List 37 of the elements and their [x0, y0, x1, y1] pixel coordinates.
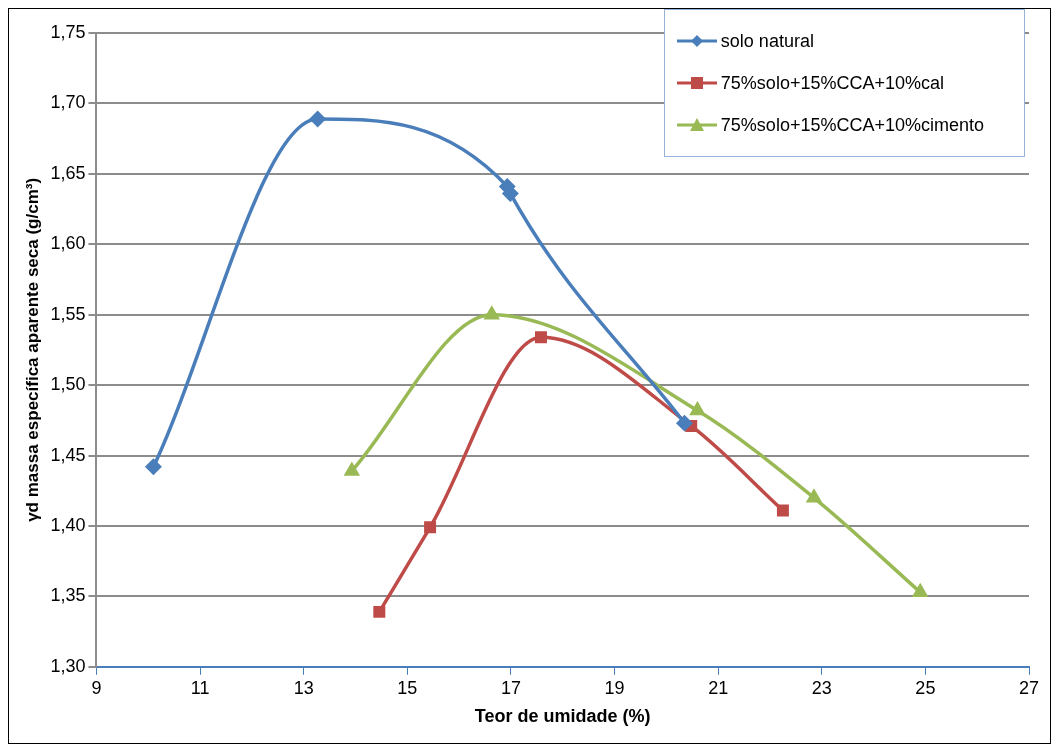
- y-tick-label: 1,45: [50, 444, 86, 465]
- legend-label: 75%solo+15%CCA+10%cimento: [720, 114, 984, 136]
- point: [807, 490, 821, 503]
- legend-label: 75%solo+15%CCA+10%cal: [720, 72, 944, 94]
- y-tick-label: 1,50: [50, 374, 86, 395]
- y-tick-label: 1,75: [50, 21, 86, 42]
- point: [344, 463, 359, 476]
- x-tick-label: 23: [811, 677, 832, 698]
- x-tick-label: 15: [397, 677, 418, 698]
- y-axis-title: γd massa específica aparente seca (g/cm³): [22, 177, 42, 522]
- y-tick-label: 1,35: [50, 585, 86, 606]
- point: [690, 402, 705, 416]
- x-tick-label: 9: [91, 677, 102, 698]
- y-tick-label: 1,40: [50, 514, 86, 535]
- y-tick-label: 1,70: [50, 92, 86, 113]
- x-tick-label: 17: [500, 677, 521, 698]
- x-tick-label: 21: [708, 677, 729, 698]
- y-tick-label: 1,30: [50, 655, 86, 676]
- point: [776, 504, 789, 517]
- x-tick-label: 13: [293, 677, 314, 698]
- x-tick-label: 11: [190, 677, 210, 698]
- x-tick-label: 27: [1018, 677, 1040, 698]
- x-tick-label: 25: [915, 677, 936, 698]
- point: [309, 111, 326, 127]
- y-tick-label: 1,55: [50, 303, 86, 324]
- point: [913, 584, 928, 597]
- point: [145, 459, 162, 475]
- y-tick-label: 1,65: [50, 162, 86, 183]
- y-tick-label: 1,60: [50, 233, 86, 254]
- x-axis-title: Teor de umidade (%): [474, 706, 651, 727]
- point: [534, 331, 547, 344]
- point: [676, 415, 693, 431]
- x-tick-label: 19: [604, 677, 625, 698]
- point: [484, 306, 499, 320]
- point: [424, 521, 437, 534]
- point: [373, 605, 386, 618]
- legend-label: solo natural: [720, 30, 814, 52]
